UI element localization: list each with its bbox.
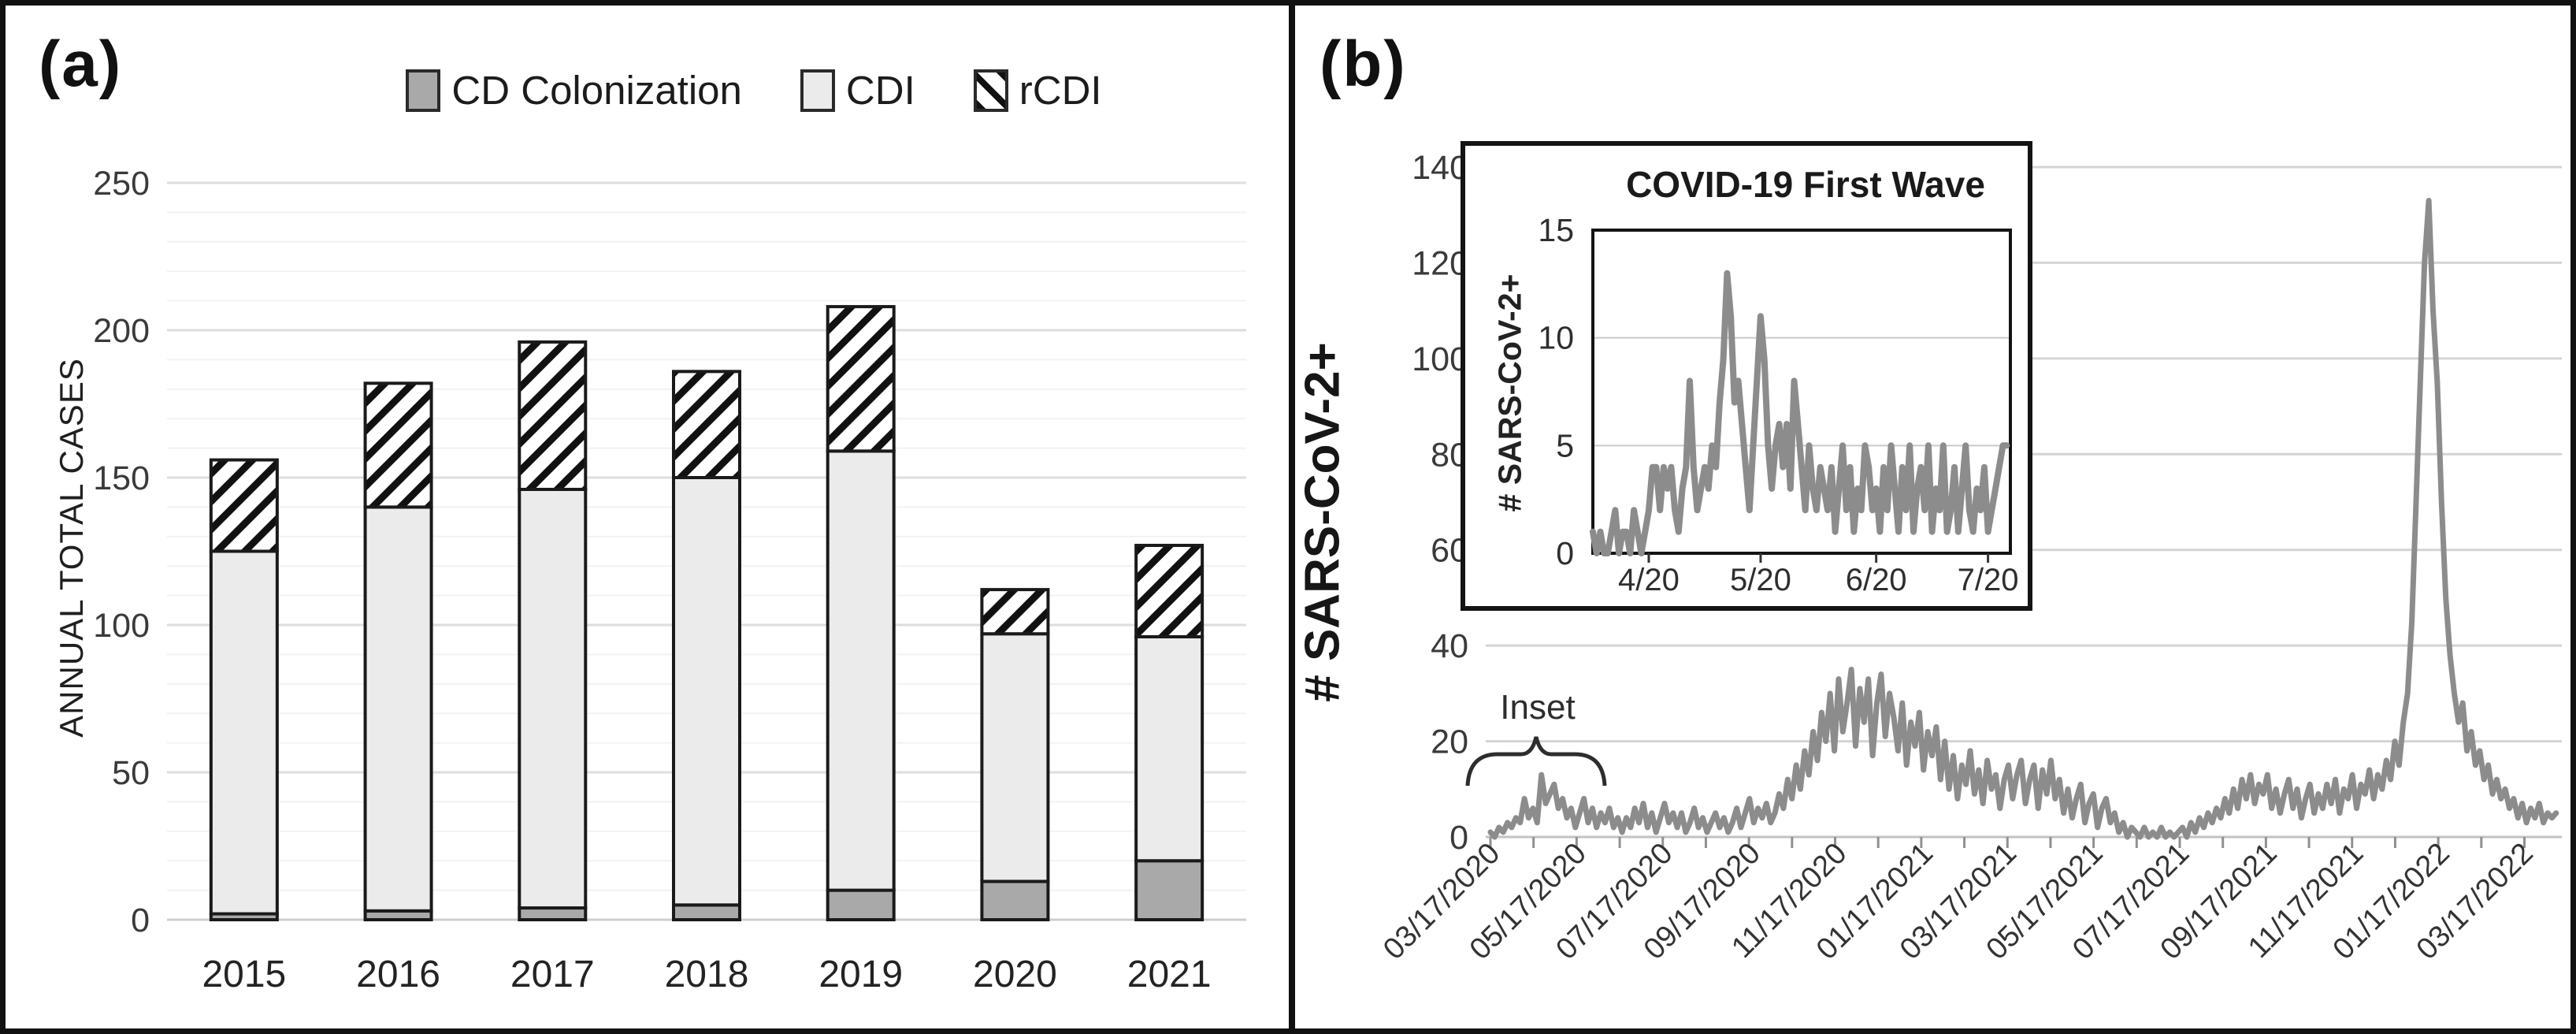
panel-b-y-tick-label: 0	[1449, 819, 1468, 857]
inset-plot-box	[1591, 229, 2012, 555]
legend-item-cdi: CDI	[800, 67, 915, 113]
legend-label-cd-colonization: CD Colonization	[451, 68, 742, 113]
inset-brace-icon	[1465, 736, 1607, 787]
panel-b-y-axis-title: # SARS-CoV-2+	[1295, 342, 1350, 702]
inset-series-line	[1590, 270, 2010, 556]
cdi-swatch-icon	[800, 69, 835, 112]
bar-2018-cdi	[672, 476, 741, 907]
panel-b-y-tick-label: 120	[1412, 244, 1468, 282]
bar-2020-rcdi	[980, 588, 1050, 636]
panel-a-x-tick-label: 2019	[818, 954, 903, 995]
legend-label-cdi: CDI	[845, 68, 915, 113]
panel-divider	[1289, 6, 1295, 1028]
bar-2019-cd-colonization	[826, 888, 896, 921]
legend-label-rcdi: rCDI	[1019, 68, 1102, 113]
panel-a-x-tick-label: 2021	[1127, 954, 1212, 995]
panel-a-y-axis-title: ANNUAL TOTAL CASES	[53, 358, 90, 738]
inset-title: COVID-19 First Wave	[1626, 164, 1985, 205]
panel-a-x-tick-label: 2017	[510, 954, 595, 995]
inset-brace-annotation-label: Inset	[1500, 688, 1576, 727]
panel-a-y-tick-label: 200	[93, 312, 150, 350]
bar-2016-cdi	[363, 505, 433, 913]
bar-2017-cdi	[518, 487, 588, 910]
panel-a-x-tick-label: 2018	[665, 954, 749, 995]
rcdi-hatch-swatch-icon	[973, 69, 1008, 112]
bar-2018-rcdi	[672, 370, 741, 479]
legend-item-cd-colonization: CD Colonization	[406, 67, 742, 113]
panel-a-bar-chart: 0 50 100 150 200 250 2015 2016 2017 2018 2019 2020 2…	[93, 165, 1246, 995]
panel-a-x-tick-label: 2015	[202, 954, 286, 995]
bar-2021-cd-colonization	[1134, 859, 1204, 921]
panel-b-label: (b)	[1320, 28, 1407, 100]
panel-a-x-tick-label: 2016	[356, 954, 440, 995]
inset-outer-box	[1461, 141, 2032, 611]
panel-b-y-tick-label: 140	[1412, 149, 1468, 187]
bar-2020-cd-colonization	[980, 880, 1050, 922]
inset-y-tick-label: 15	[1538, 212, 1574, 248]
bar-2019-rcdi	[826, 305, 896, 453]
panel-a-label: (a)	[39, 28, 123, 100]
covid-first-wave-inset-chart: 0 5 10 15 4/20 5/20 6/20 7/20	[1461, 141, 2032, 611]
inset-y-tick-label: 10	[1538, 320, 1574, 356]
legend-item-rcdi: rCDI	[973, 67, 1102, 113]
panel-a-y-tick-label: 50	[112, 754, 150, 792]
inset-y-tick-label: 0	[1556, 535, 1574, 571]
panel-a-y-tick-label: 250	[93, 165, 150, 203]
bar-2021-cdi	[1134, 634, 1204, 863]
cd-colonization-swatch-icon	[406, 69, 441, 112]
inset-y-tick-label: 5	[1556, 427, 1574, 463]
sars-cov-2-series-line	[1487, 198, 2559, 840]
panel-a-y-tick-label: 0	[131, 902, 150, 939]
panel-a-x-tick-label: 2020	[973, 954, 1057, 995]
inset-x-tick-label: 4/20	[1618, 563, 1680, 597]
inset-x-tick-label: 6/20	[1846, 563, 1907, 597]
inset-x-tick-label: 5/20	[1730, 563, 1791, 597]
bar-2020-cdi	[980, 632, 1050, 883]
panel-a-y-tick-label: 150	[93, 459, 150, 497]
bar-2018-cd-colonization	[672, 903, 741, 922]
bar-2016-rcdi	[363, 381, 433, 509]
panel-b-y-tick-label: 40	[1431, 627, 1468, 665]
bar-2015-cdi	[209, 549, 279, 916]
bar-2019-cdi	[826, 449, 896, 892]
bar-2015-rcdi	[209, 458, 279, 553]
panel-b-y-tick-label: 100	[1412, 340, 1468, 378]
bar-2017-rcdi	[518, 340, 588, 491]
legend: CD Colonization CDI rCDI	[265, 67, 1242, 113]
inset-y-axis-title: # SARS-CoV-2+	[1491, 273, 1528, 512]
bar-2017-cd-colonization	[518, 906, 588, 922]
panel-b-y-tick-label: 20	[1431, 723, 1468, 761]
bar-2021-rcdi	[1134, 544, 1204, 638]
inset-x-tick-label: 7/20	[1958, 563, 2019, 597]
panel-a-y-tick-label: 100	[93, 607, 150, 645]
